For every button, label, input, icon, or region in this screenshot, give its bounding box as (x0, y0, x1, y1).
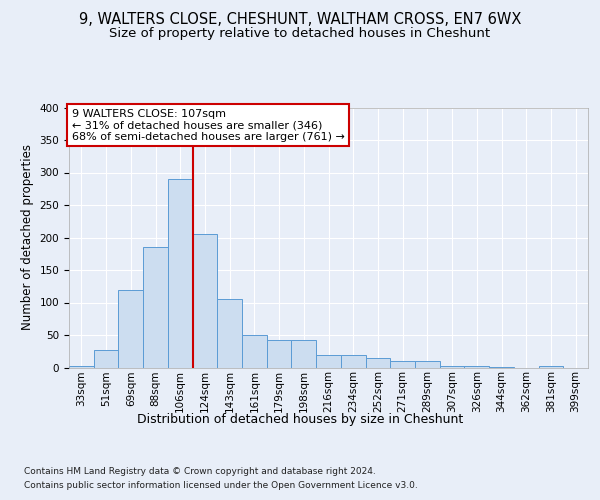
Bar (193, 234, 217, 368)
Bar (118, 290, 143, 368)
Bar (365, 358, 390, 368)
Bar (539, 366, 563, 368)
Bar (390, 361, 415, 368)
Bar (69, 366, 94, 368)
Bar (341, 354, 365, 368)
Bar (415, 361, 440, 368)
Bar (217, 299, 242, 368)
Bar (292, 340, 316, 367)
Bar (464, 366, 489, 368)
Bar (440, 366, 464, 368)
Text: Size of property relative to detached houses in Cheshunt: Size of property relative to detached ho… (109, 28, 491, 40)
Bar (94, 350, 118, 368)
Bar (168, 179, 193, 368)
Text: 9 WALTERS CLOSE: 107sqm
← 31% of detached houses are smaller (346)
68% of semi-d: 9 WALTERS CLOSE: 107sqm ← 31% of detache… (71, 109, 344, 142)
Bar (267, 340, 292, 367)
Bar (316, 354, 341, 368)
Text: 9, WALTERS CLOSE, CHESHUNT, WALTHAM CROSS, EN7 6WX: 9, WALTERS CLOSE, CHESHUNT, WALTHAM CROS… (79, 12, 521, 28)
Text: Contains public sector information licensed under the Open Government Licence v3: Contains public sector information licen… (24, 481, 418, 490)
Y-axis label: Number of detached properties: Number of detached properties (21, 144, 34, 330)
Text: Contains HM Land Registry data © Crown copyright and database right 2024.: Contains HM Land Registry data © Crown c… (24, 468, 376, 476)
Bar (242, 335, 267, 368)
Bar (143, 247, 168, 368)
Bar (489, 367, 514, 368)
Text: Distribution of detached houses by size in Cheshunt: Distribution of detached houses by size … (137, 412, 463, 426)
